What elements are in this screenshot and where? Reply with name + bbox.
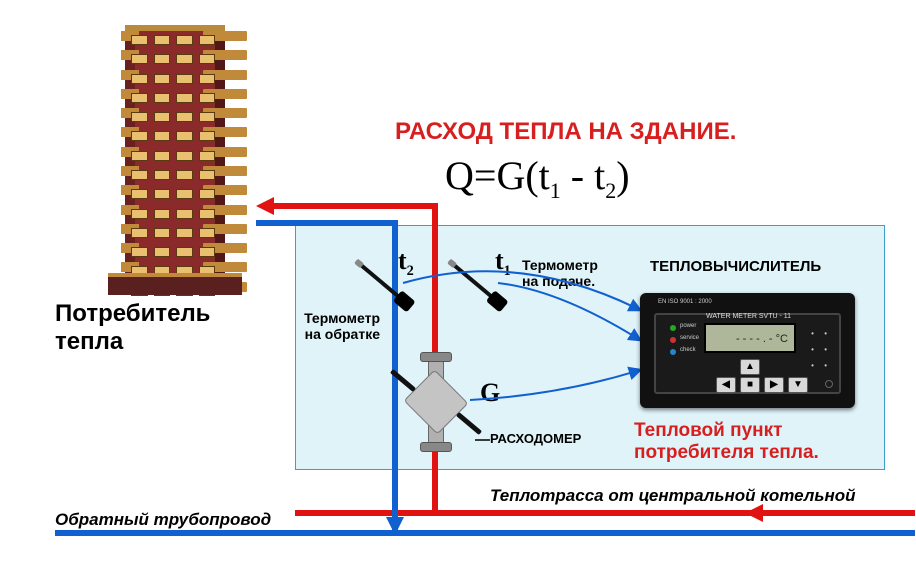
- building-icon: [100, 0, 250, 295]
- return-down-arrow: [386, 517, 404, 535]
- g-symbol: G: [480, 378, 500, 408]
- therm-supply-label: Термометр на подаче.: [522, 257, 598, 289]
- meter-display: - - - - . - °C: [704, 323, 796, 353]
- return-pipe-label: Обратный трубопровод: [55, 510, 271, 530]
- return-main-pipe: [55, 530, 915, 536]
- supply-riser-upper: [432, 203, 438, 363]
- supply-main-pipe: [295, 510, 915, 516]
- flowmeter-label: РАСХОДОМЕР: [490, 432, 581, 447]
- t2-symbol: t2: [398, 246, 414, 280]
- therm-return-label: Термометр на обратке: [300, 310, 380, 342]
- return-horiz: [256, 220, 398, 226]
- main-pipe-label: Теплотрасса от центральной котельной: [490, 486, 855, 506]
- meter-btn-down[interactable]: ▼: [788, 377, 808, 393]
- heat-calculator-device: EN ISO 9001 : 2000 WATER METER SVTU - 11…: [640, 293, 855, 408]
- meter-btn-right[interactable]: ▶: [764, 377, 784, 393]
- diagram-stage: РАСХОД ТЕПЛА НА ЗДАНИЕ. Q=G(t1 - t2) Пот…: [0, 0, 916, 574]
- supply-building-arrow: [256, 197, 274, 215]
- supply-main-arrow: [745, 504, 763, 522]
- t1-symbol: t1: [495, 246, 511, 280]
- supply-to-building: [272, 203, 438, 209]
- calculator-label: ТЕПЛОВЫЧИСЛИТЕЛЬ: [650, 258, 821, 275]
- formula: Q=G(t1 - t2): [445, 152, 630, 204]
- meter-btn-up[interactable]: ▲: [740, 359, 760, 375]
- main-title: РАСХОД ТЕПЛА НА ЗДАНИЕ.: [395, 118, 736, 146]
- meter-btn-ok[interactable]: ■: [740, 377, 760, 393]
- thermal-point-label: Тепловой пункт потребителя тепла.: [634, 420, 819, 464]
- consumer-label: Потребитель тепла: [55, 300, 210, 355]
- flowmeter-icon: [400, 358, 472, 446]
- meter-btn-left[interactable]: ◀: [716, 377, 736, 393]
